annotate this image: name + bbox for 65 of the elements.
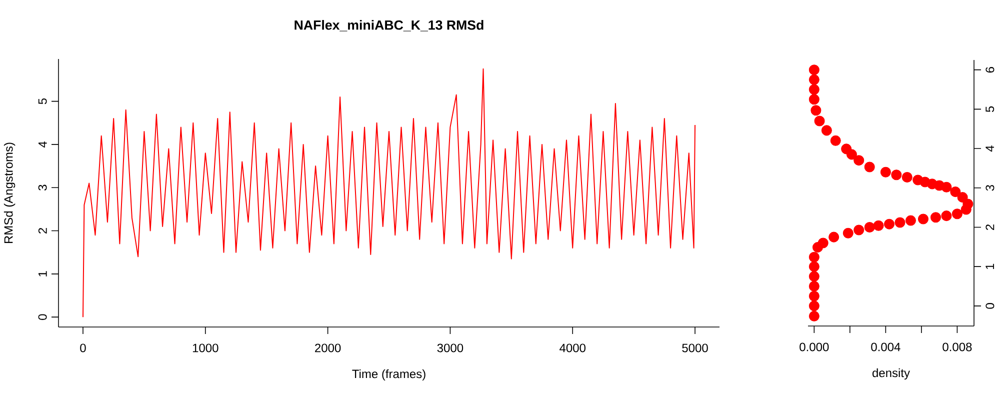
y2-tick-label: 1 <box>986 264 994 269</box>
point <box>808 290 820 302</box>
y2-tick-label: 0 <box>986 303 994 309</box>
x-tick-label: 3000 <box>437 344 464 352</box>
point <box>818 238 828 248</box>
x-tick-label: 0.004 <box>871 342 900 352</box>
point <box>957 192 968 203</box>
point <box>808 64 820 76</box>
point <box>814 116 825 126</box>
point <box>912 174 924 186</box>
point <box>864 162 875 172</box>
point <box>918 214 928 224</box>
chart-title: NAFlex_miniABC_K_13 RMSd <box>294 20 484 32</box>
y-tick-label: 4 <box>38 141 47 148</box>
y-tick-label: 1 <box>38 271 47 276</box>
point <box>808 300 820 312</box>
point <box>864 222 875 232</box>
point <box>894 217 906 228</box>
point <box>808 84 820 95</box>
point <box>808 94 820 105</box>
point <box>842 228 854 238</box>
y2-tick-label: 6 <box>986 67 994 73</box>
x-axis-title: Time (frames) <box>352 369 426 381</box>
x-tick-label: 0 <box>80 344 86 352</box>
point <box>891 170 902 180</box>
y2-tick-label: 2 <box>986 224 994 230</box>
x-tick-label: 5000 <box>682 344 708 352</box>
point <box>930 212 942 223</box>
point <box>962 198 974 210</box>
point <box>941 210 952 222</box>
point <box>828 232 840 242</box>
y-tick-label: 3 <box>38 184 47 190</box>
point <box>841 144 852 154</box>
point <box>905 215 916 226</box>
x-tick-label: 0.008 <box>942 342 972 352</box>
y-tick-label: 2 <box>38 228 47 234</box>
point <box>854 155 864 166</box>
point <box>854 224 864 236</box>
x-axis-title: density <box>872 368 910 380</box>
x-tick-label: 4000 <box>560 344 586 352</box>
point <box>808 252 820 262</box>
point <box>950 186 961 198</box>
point <box>952 208 962 220</box>
y2-tick-label: 3 <box>986 185 994 191</box>
point <box>808 271 820 282</box>
point <box>821 125 832 136</box>
y-tick-label: 0 <box>38 314 47 320</box>
point <box>880 166 891 178</box>
y-tick-label: 5 <box>38 98 47 104</box>
point <box>830 135 841 146</box>
y2-tick-label: 5 <box>986 106 994 112</box>
point <box>873 220 884 231</box>
x-tick-label: 1000 <box>192 344 218 352</box>
y-axis-title: RMSd (Angstroms) <box>4 142 16 244</box>
point <box>808 310 820 322</box>
point <box>884 218 895 230</box>
line-series <box>82 68 696 318</box>
point <box>808 261 820 272</box>
x-tick-label: 2000 <box>315 344 341 352</box>
point <box>810 105 822 116</box>
point <box>808 74 820 85</box>
point <box>902 172 912 183</box>
point <box>808 280 820 292</box>
x-tick-label: 0.000 <box>800 342 829 352</box>
y2-tick-label: 4 <box>986 146 994 152</box>
